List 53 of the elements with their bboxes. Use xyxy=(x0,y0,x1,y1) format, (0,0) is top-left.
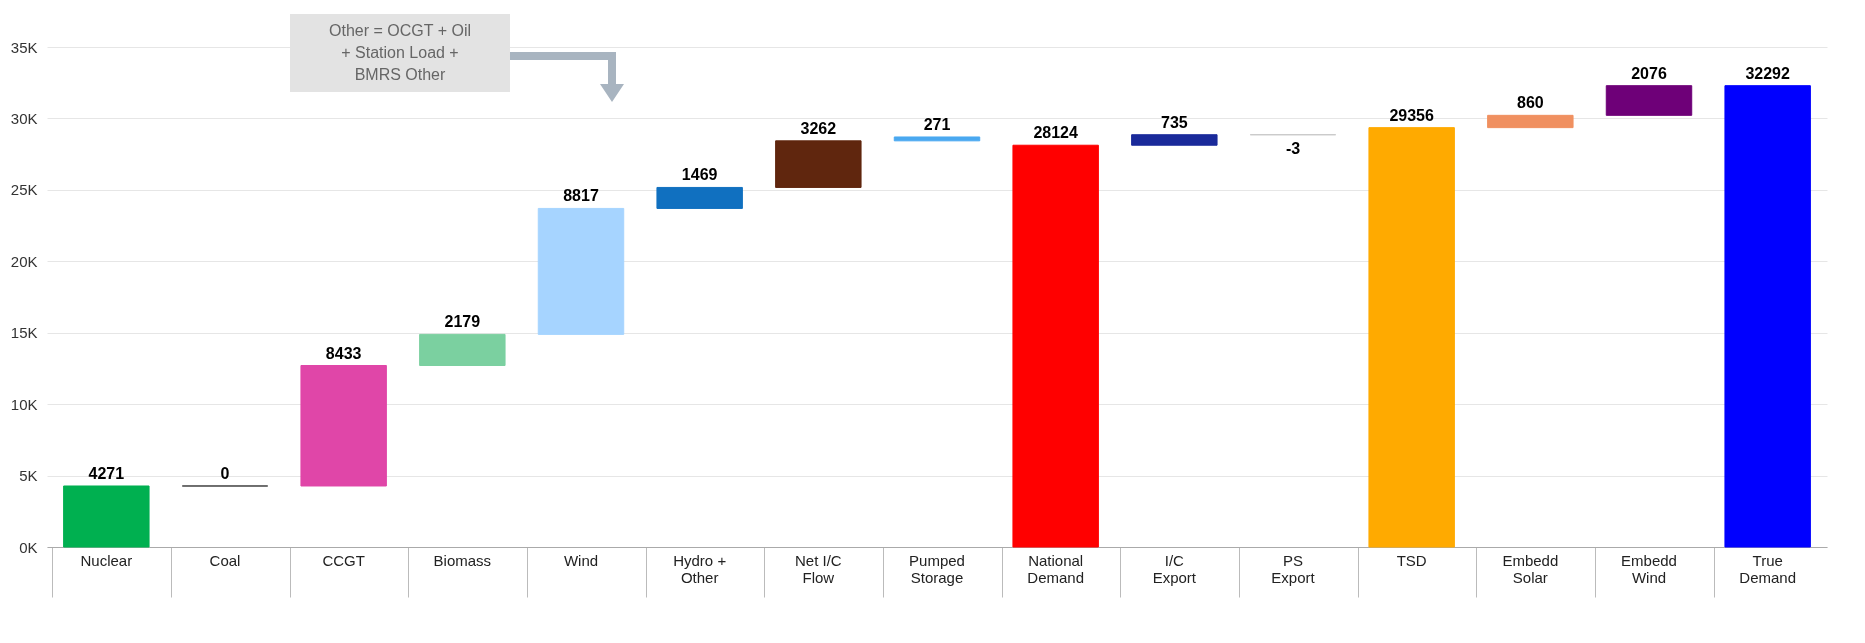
data-label: 0 xyxy=(220,464,230,482)
x-tick-label: PS Export xyxy=(1271,551,1316,586)
data-label: 1469 xyxy=(681,166,718,184)
data-label: 860 xyxy=(1516,94,1544,112)
bar xyxy=(537,207,625,335)
x-tick-label: TSD xyxy=(1396,551,1427,569)
data-label: 8433 xyxy=(325,344,362,362)
x-tick-label: Embedd Solar xyxy=(1502,551,1559,586)
y-tick-label: 20K xyxy=(10,252,38,270)
data-label: 8817 xyxy=(563,187,599,205)
x-tick-label: Biomass xyxy=(433,551,492,569)
data-label: 3262 xyxy=(800,119,837,137)
x-tick-label: I/C Export xyxy=(1152,551,1197,586)
x-tick-label: Embedd Wind xyxy=(1621,551,1677,586)
bar xyxy=(300,365,387,487)
bar xyxy=(1012,144,1099,548)
x-tick-label: Net I/C Flow xyxy=(794,551,842,586)
y-tick-label: 30K xyxy=(10,109,38,127)
data-label: 28124 xyxy=(1033,124,1079,142)
data-label: 2179 xyxy=(444,313,481,331)
y-tick-label: 10K xyxy=(10,395,38,413)
x-tick-label: National Demand xyxy=(1027,551,1085,586)
note-box: Other = OCGT + Oil + Station Load + BMRS Other xyxy=(290,14,510,92)
data-label: 32292 xyxy=(1745,64,1791,82)
bar xyxy=(1724,85,1811,548)
bar xyxy=(775,140,862,188)
bar xyxy=(1605,85,1693,116)
x-tick-label: Pumped Storage xyxy=(909,551,965,586)
bar xyxy=(893,136,981,142)
x-tick-label: Nuclear xyxy=(80,551,133,569)
x-tick-label: CCGT xyxy=(322,551,365,569)
bar xyxy=(656,186,743,209)
bar xyxy=(1131,134,1218,146)
x-tick-label: Coal xyxy=(209,551,241,569)
bar xyxy=(1368,127,1455,548)
y-tick-label: 15K xyxy=(10,324,38,342)
bar xyxy=(1487,114,1574,129)
y-tick-label: 35K xyxy=(10,38,38,56)
data-label: -3 xyxy=(1285,139,1301,157)
y-tick-label: 5K xyxy=(19,467,38,485)
data-label: 2076 xyxy=(1631,64,1667,82)
x-tick-label: True Demand xyxy=(1739,551,1797,586)
y-tick-label: 25K xyxy=(10,181,38,199)
data-label: 4271 xyxy=(88,464,125,482)
data-label: 735 xyxy=(1160,113,1188,131)
data-label: 271 xyxy=(923,115,951,133)
y-tick-label: 0K xyxy=(19,538,38,556)
bar xyxy=(419,333,506,367)
x-tick-label: Hydro + Other xyxy=(673,551,727,586)
bar xyxy=(63,485,150,548)
data-label: 29356 xyxy=(1389,106,1435,124)
annotation: Other = OCGT + Oil + Station Load + BMRS Other xyxy=(328,21,472,85)
x-tick-label: Wind xyxy=(563,551,599,569)
